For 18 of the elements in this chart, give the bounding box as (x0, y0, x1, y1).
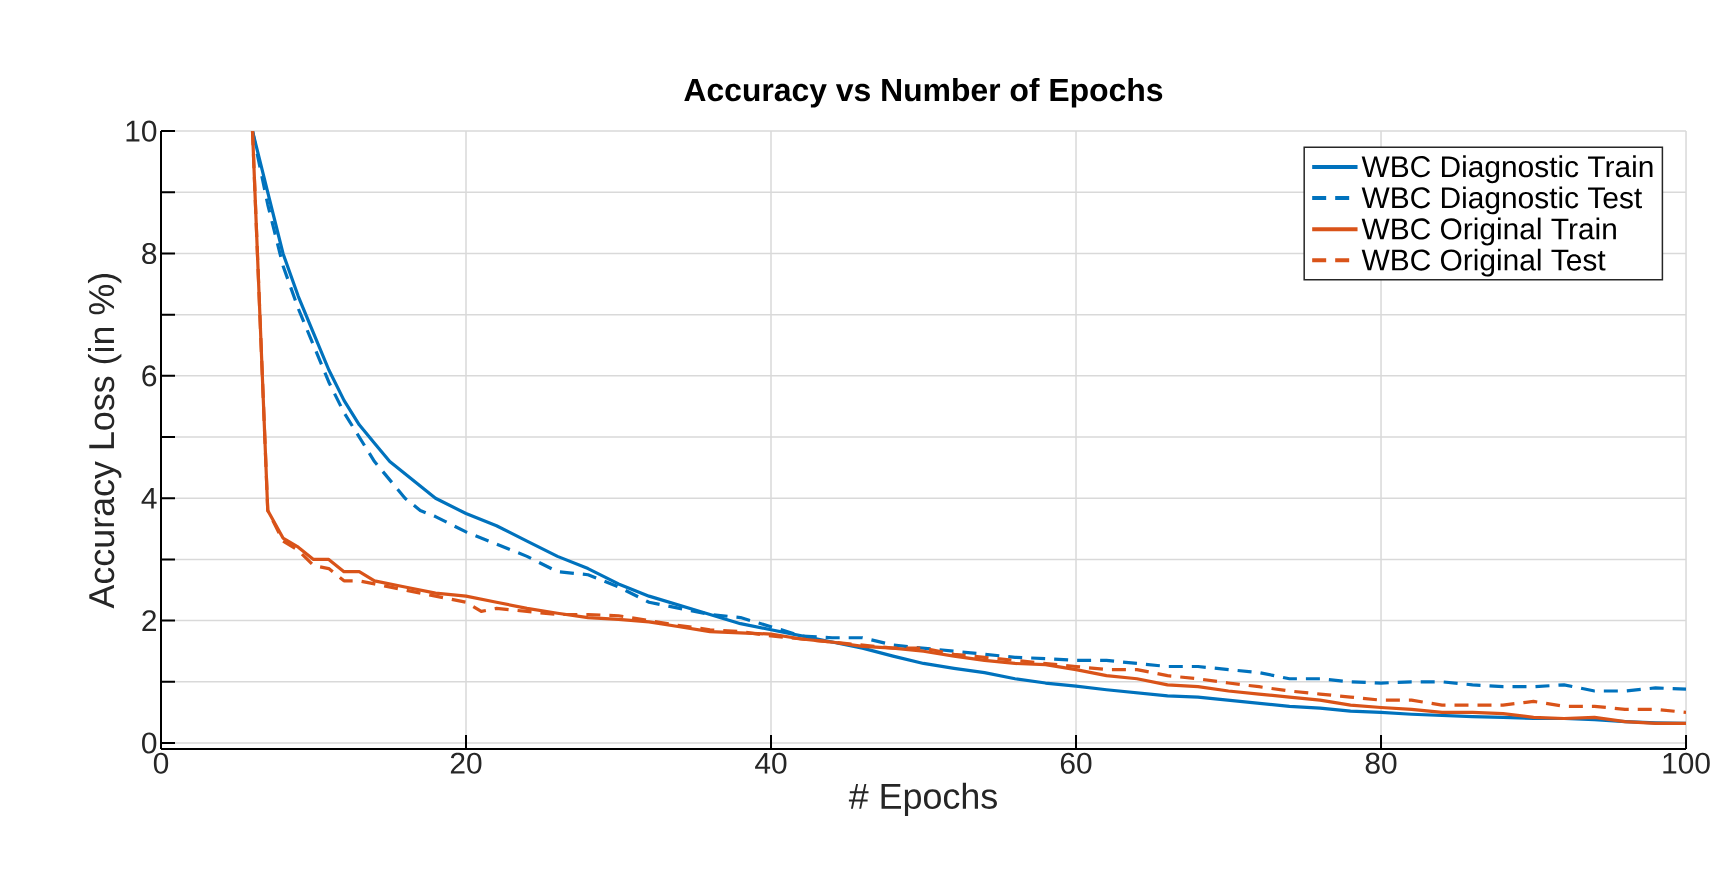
y-axis-title: Accuracy Loss (in %) (87, 273, 122, 609)
legend-label: WBC Original Train (1361, 217, 1616, 246)
y-tick-label: 0 (142, 732, 157, 754)
legend-label: WBC Diagnostic Train (1361, 155, 1653, 184)
legend-label: WBC Diagnostic Test (1361, 186, 1642, 215)
y-tick-label: 2 (142, 610, 156, 632)
x-tick-label: 80 (1365, 752, 1397, 774)
y-tick-label: 8 (142, 242, 157, 265)
x-tick-label: 40 (755, 752, 787, 774)
x-tick-label: 60 (1060, 752, 1092, 774)
legend-label: WBC Original Test (1361, 248, 1606, 277)
y-tick-label: 6 (142, 365, 157, 387)
x-tick-label: 100 (1663, 752, 1710, 774)
y-tick-label: 10 (126, 120, 157, 142)
chart-title: Accuracy vs Number of Epochs (684, 77, 1163, 108)
x-tick-label: 20 (450, 752, 482, 774)
x-axis-title: # Epochs (848, 782, 997, 817)
y-tick-label: 4 (141, 487, 157, 509)
